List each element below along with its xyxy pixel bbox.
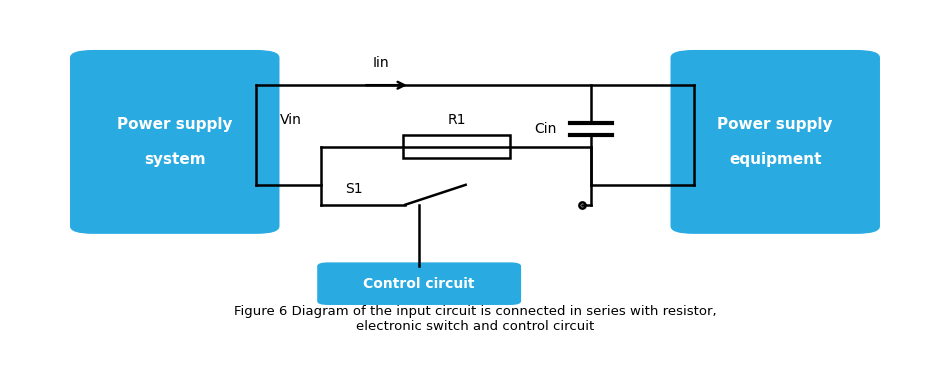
FancyBboxPatch shape <box>70 50 279 234</box>
Text: R1: R1 <box>447 113 466 127</box>
FancyBboxPatch shape <box>671 50 880 234</box>
Text: S1: S1 <box>345 182 362 196</box>
Text: Control circuit: Control circuit <box>364 277 475 291</box>
Bar <box>403 135 510 158</box>
Text: Power supply

system: Power supply system <box>117 117 233 167</box>
Text: Figure 6 Diagram of the input circuit is connected in series with resistor,
elec: Figure 6 Diagram of the input circuit is… <box>234 305 716 334</box>
Text: Power supply

equipment: Power supply equipment <box>717 117 833 167</box>
Text: Vin: Vin <box>279 113 301 127</box>
Text: Iin: Iin <box>372 56 390 70</box>
FancyBboxPatch shape <box>317 262 522 305</box>
Text: Cin: Cin <box>534 122 557 136</box>
